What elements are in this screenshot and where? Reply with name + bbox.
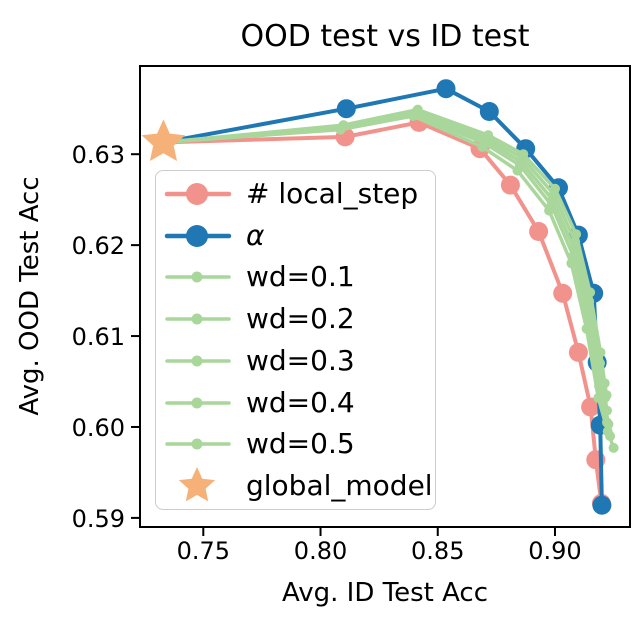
legend: # local_step α wd=0.1 wd=0.2 wd=0.3 wd=0.4 wd=… [155,170,436,510]
series-wd-0-1-marker [608,442,619,453]
series-wd-0-5-marker [601,390,612,401]
series-local-step-marker [568,342,588,362]
series-wd-0-2-marker [605,431,616,442]
legend-item-wd-0-3: wd=0.3 [164,340,431,382]
legend-item-alpha: α [164,215,431,257]
x-axis-label: Avg. ID Test Acc [281,578,489,608]
series-wd-0-5-marker [599,378,610,389]
series-alpha-marker [436,79,456,99]
legend-marker-wd-0-4-icon [165,397,231,409]
y-tick-label-0.63: 0.63 [72,141,125,169]
y-tick-label-0.61: 0.61 [72,323,125,351]
series-wd-0-5-marker [571,229,582,240]
y-tick-label-0.59: 0.59 [72,505,125,533]
series-wd-0-5-marker [595,347,606,358]
legend-marker-local-step-icon [164,182,232,205]
y-axis-label: Avg. OOD Test Acc [15,176,45,416]
series-alpha-marker [336,99,356,119]
legend-item-wd-0-4: wd=0.4 [164,382,431,424]
series-local-step-marker [529,222,549,241]
legend-label-wd-0-2: wd=0.2 [246,302,355,336]
legend-label-global-model: global_model [246,469,433,503]
legend-label-wd-0-3: wd=0.3 [246,343,355,377]
y-tick-label-0.60: 0.60 [72,414,125,442]
series-wd-0-5-marker [518,149,529,160]
legend-item-wd-0-5: wd=0.5 [164,424,431,466]
series-alpha-marker [479,102,499,121]
legend-label-wd-0-1: wd=0.1 [246,260,355,294]
legend-item-wd-0-1: wd=0.1 [164,257,431,299]
legend-marker-wd-0-3-icon [165,355,231,367]
legend-label-local-step: # local_step [246,176,419,210]
series-alpha-marker [592,495,612,515]
x-tick-label-0.90: 0.90 [528,537,581,565]
legend-label-alpha: α [246,218,265,252]
legend-marker-wd-0-5-icon [165,438,231,450]
y-tick-label-0.62: 0.62 [72,232,125,260]
x-tick-label-0.85: 0.85 [411,537,464,565]
legend-item-local-step: # local_step [164,173,431,215]
x-tick-label-0.75: 0.75 [177,537,230,565]
series-wd-0-4-marker [602,405,612,416]
chart-title: OOD test vs ID test [240,19,530,54]
series-local-step-marker [553,283,573,303]
legend-label-wd-0-4: wd=0.4 [246,385,355,419]
series-local-step-marker [500,175,520,195]
legend-marker-wd-0-2-icon [165,313,231,325]
series-wd-0-5 [161,104,612,401]
series-wd-0-5-marker [550,183,560,194]
series-wd-0-5-marker [483,130,494,141]
legend-item-global-model: global_model [164,465,433,507]
x-tick-label-0.80: 0.80 [294,537,347,565]
axes-frame [139,65,631,528]
legend-marker-wd-0-1-icon [165,271,231,283]
global-model-star-icon [141,119,186,161]
series-wd-0-5-marker [412,104,423,115]
series-local-step-marker [581,397,601,417]
legend-label-wd-0-5: wd=0.5 [246,427,355,461]
legend-item-wd-0-2: wd=0.2 [164,298,431,340]
series-wd-0-3-marker [603,419,614,430]
legend-star-icon [178,467,216,502]
series-wd-0-5-marker [338,120,349,131]
legend-marker-alpha-icon [164,224,232,247]
series-wd-0-5-marker [585,287,596,298]
